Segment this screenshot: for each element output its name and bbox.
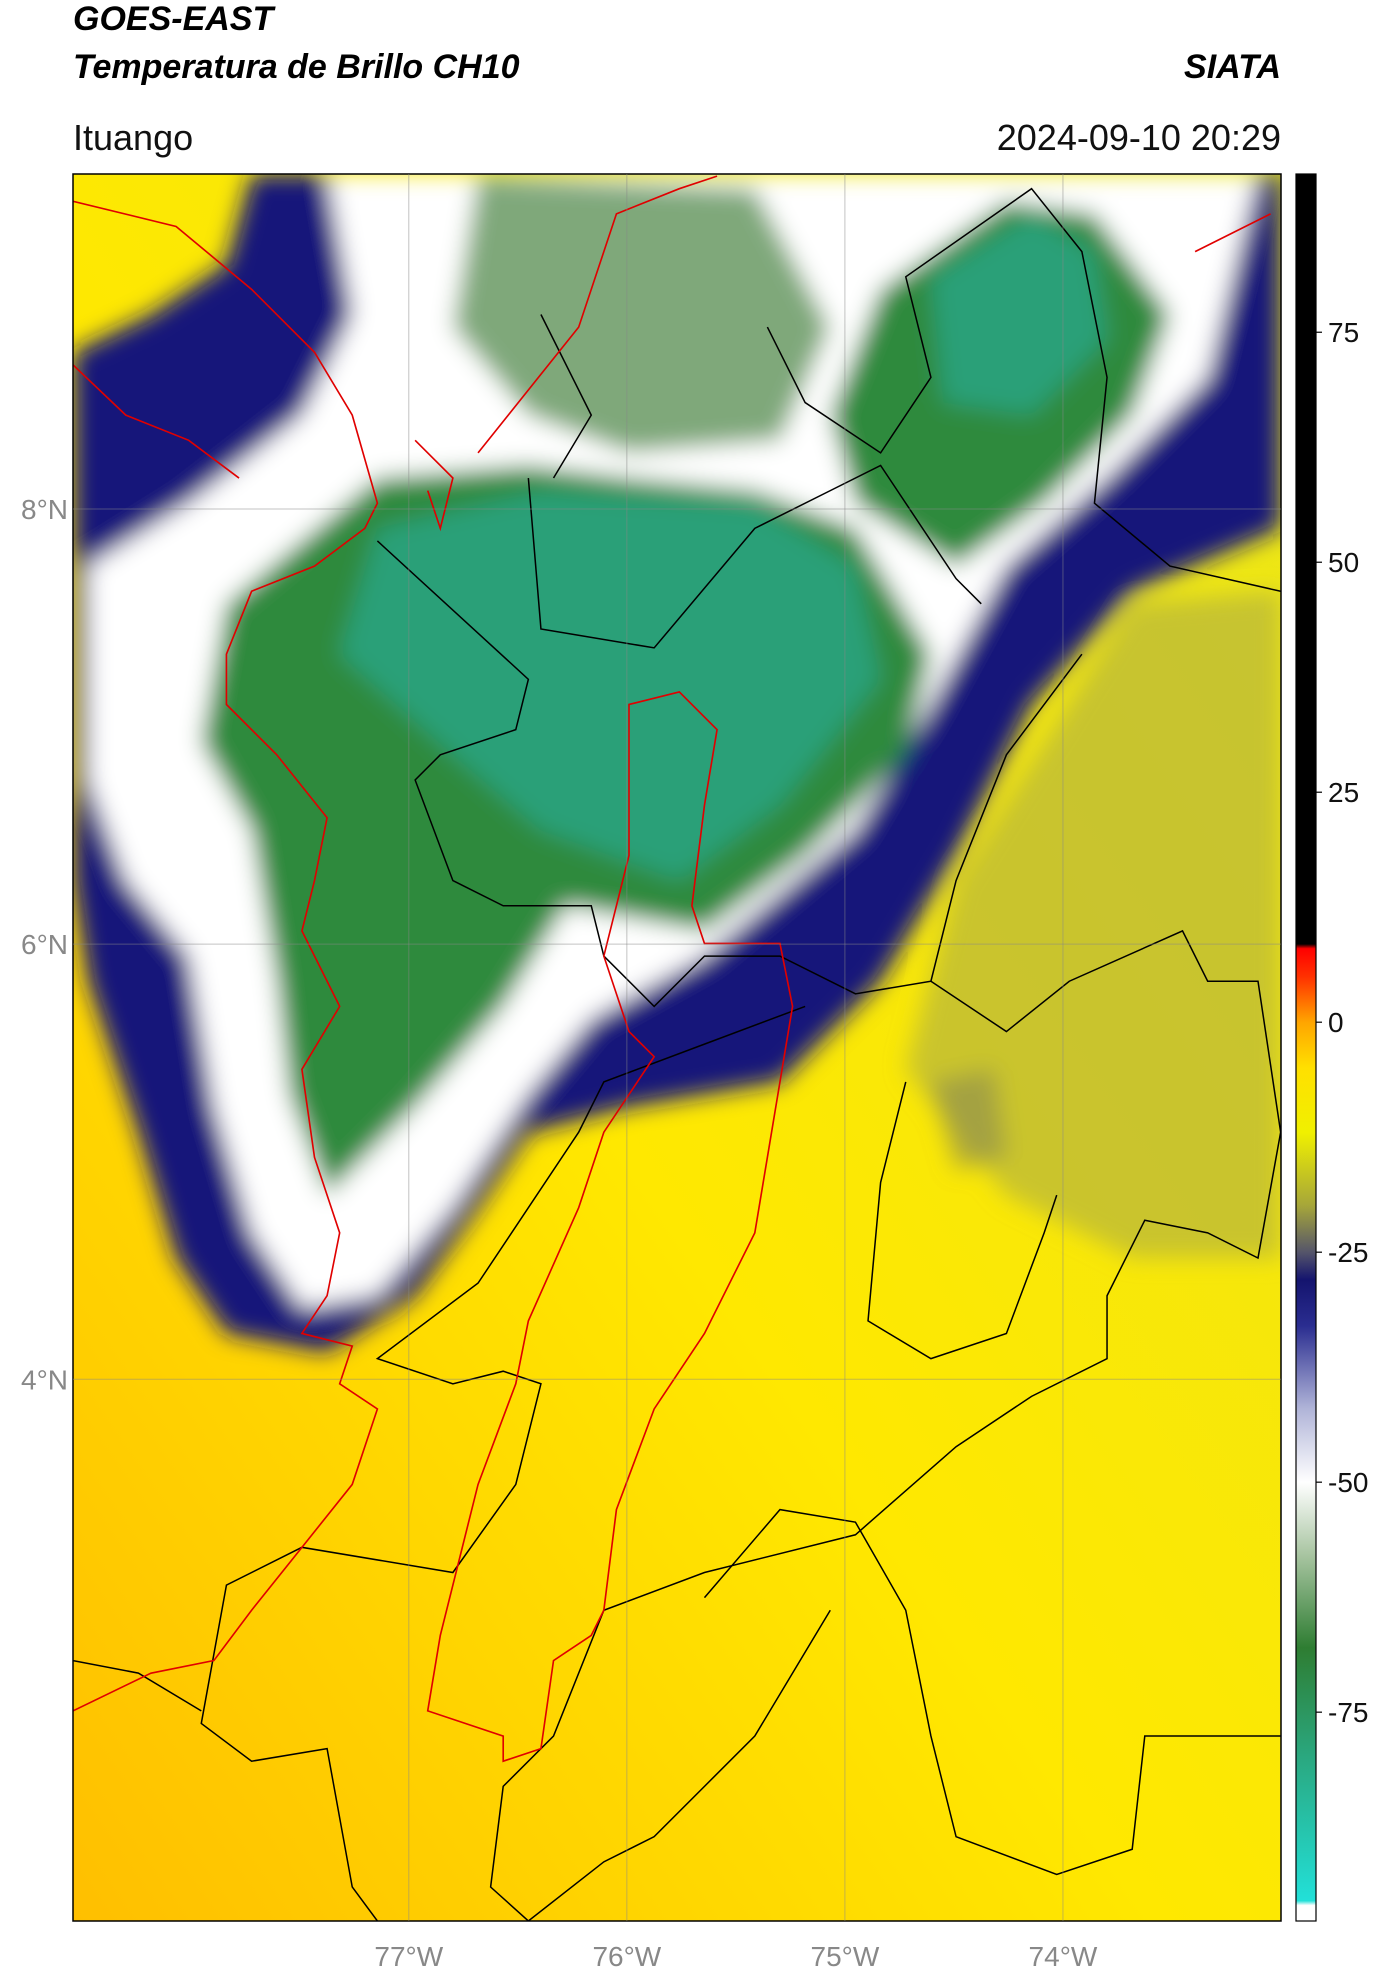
coastline	[73, 364, 240, 479]
border	[527, 1609, 831, 1921]
y-tick-label: 8°N	[21, 494, 68, 525]
border	[489, 929, 1281, 1921]
border	[200, 1005, 806, 1921]
map-frame	[72, 173, 1282, 1922]
colorbar-tick-label: 50	[1328, 547, 1359, 578]
title: GOES-EAST	[73, 0, 276, 38]
border	[703, 1508, 1281, 1876]
source: SIATA	[1184, 48, 1281, 86]
cloud-teal	[339, 490, 881, 881]
y-tick-label: 6°N	[21, 929, 68, 960]
cloud-lightgreen	[452, 176, 831, 453]
cloud-olive	[905, 591, 1281, 1258]
border	[766, 187, 1281, 592]
map-area	[73, 174, 1281, 1921]
border	[867, 1081, 1058, 1360]
y-tick-label: 4°N	[21, 1364, 68, 1395]
colorbar-tick-label: -50	[1328, 1467, 1368, 1498]
coastline	[1194, 213, 1271, 253]
border	[540, 314, 593, 479]
colorbar-tick-label: 25	[1328, 777, 1359, 808]
cloud-patch	[930, 1069, 1007, 1170]
colorbar-tick-label: 0	[1328, 1007, 1344, 1038]
cloud-field	[73, 174, 1281, 1353]
x-tick-label: 74°W	[1029, 1941, 1098, 1972]
coastline	[73, 200, 379, 1712]
border	[73, 1659, 202, 1712]
colorbar-tick-label: -25	[1328, 1237, 1368, 1268]
colorbar-tick-label: -75	[1328, 1697, 1368, 1728]
colorbar	[1295, 173, 1317, 1922]
x-tick-label: 76°W	[592, 1941, 661, 1972]
colorbar-tick-label: 75	[1328, 317, 1359, 348]
x-tick-label: 77°W	[374, 1941, 443, 1972]
location: Ituango	[73, 117, 193, 158]
datetime: 2024-09-10 20:29	[997, 117, 1281, 158]
x-tick-label: 75°W	[811, 1941, 880, 1972]
coastline	[477, 175, 718, 454]
subtitle: Temperatura de Brillo CH10	[73, 48, 520, 86]
department-boundary	[426, 690, 794, 1763]
